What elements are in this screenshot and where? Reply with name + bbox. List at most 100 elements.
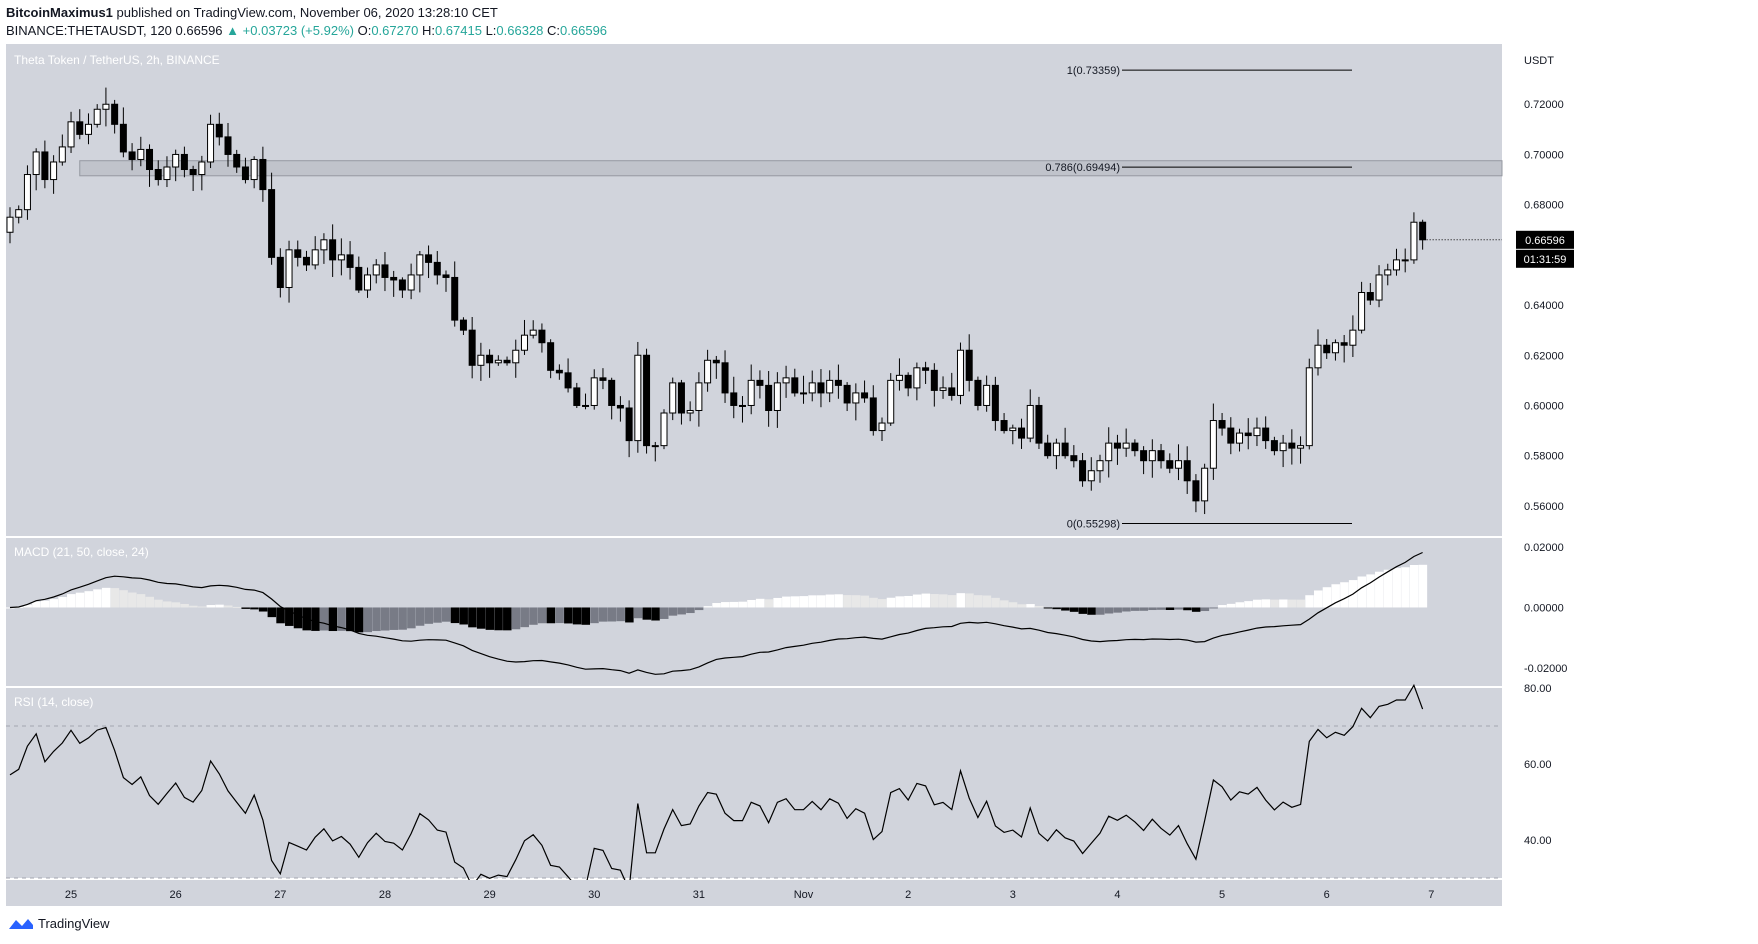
- candle-body[interactable]: [1148, 450, 1156, 462]
- candle-body[interactable]: [459, 319, 467, 331]
- candle-body[interactable]: [800, 392, 808, 395]
- candle-body[interactable]: [180, 153, 188, 171]
- candle-body[interactable]: [730, 392, 738, 406]
- candle-body[interactable]: [119, 123, 127, 153]
- candle-body[interactable]: [1157, 450, 1165, 462]
- candle-body[interactable]: [956, 349, 964, 396]
- candle-body[interactable]: [1227, 427, 1235, 444]
- candle-body[interactable]: [294, 249, 302, 258]
- candle-body[interactable]: [451, 276, 459, 321]
- candle-body[interactable]: [207, 123, 215, 163]
- candle-body[interactable]: [808, 382, 816, 394]
- candle-body[interactable]: [555, 369, 563, 374]
- candle-body[interactable]: [721, 362, 729, 394]
- candle-body[interactable]: [1331, 342, 1339, 354]
- candle-body[interactable]: [1052, 442, 1060, 457]
- candle-body[interactable]: [887, 379, 895, 424]
- candle-body[interactable]: [381, 264, 389, 278]
- candle-body[interactable]: [834, 379, 842, 386]
- candle-body[interactable]: [1375, 274, 1383, 301]
- candle-body[interactable]: [895, 374, 903, 381]
- candle-body[interactable]: [782, 377, 790, 384]
- candle-body[interactable]: [137, 148, 145, 160]
- candle-body[interactable]: [1401, 259, 1409, 262]
- candle-body[interactable]: [76, 121, 84, 135]
- candle-body[interactable]: [608, 379, 616, 406]
- candle-body[interactable]: [494, 359, 502, 364]
- candle-body[interactable]: [1340, 342, 1348, 346]
- candle-body[interactable]: [1349, 329, 1357, 346]
- candle-body[interactable]: [669, 382, 677, 414]
- candle-body[interactable]: [1000, 420, 1008, 432]
- symbol-label[interactable]: BINANCE:THETAUSDT, 120: [6, 23, 172, 38]
- candle-body[interactable]: [102, 103, 110, 110]
- candle-body[interactable]: [233, 153, 241, 168]
- candle-body[interactable]: [1113, 442, 1121, 449]
- candle-body[interactable]: [1410, 221, 1418, 261]
- candle-body[interactable]: [1358, 292, 1366, 331]
- candle-body[interactable]: [861, 392, 869, 399]
- candle-body[interactable]: [677, 382, 685, 414]
- candle-body[interactable]: [983, 384, 991, 406]
- candle-body[interactable]: [1140, 450, 1148, 462]
- candle-body[interactable]: [529, 329, 537, 336]
- candle-body[interactable]: [128, 151, 136, 160]
- candle-body[interactable]: [198, 161, 206, 176]
- candle-body[interactable]: [965, 349, 973, 381]
- candle-body[interactable]: [486, 354, 494, 364]
- candle-body[interactable]: [50, 161, 58, 181]
- candle-body[interactable]: [651, 445, 659, 448]
- rsi-panel[interactable]: RSI (14, close) 80.00 60.00 40.00: [6, 683, 1552, 892]
- candle-body[interactable]: [442, 274, 450, 278]
- candle-body[interactable]: [1183, 460, 1191, 482]
- candle-body[interactable]: [1253, 427, 1261, 437]
- candle-body[interactable]: [948, 387, 956, 396]
- author-name[interactable]: BitcoinMaximus1: [6, 5, 113, 20]
- candle-body[interactable]: [1201, 467, 1209, 502]
- candle-body[interactable]: [695, 382, 703, 411]
- candle-body[interactable]: [1079, 460, 1087, 482]
- candle-body[interactable]: [791, 377, 799, 394]
- candle-body[interactable]: [1174, 460, 1182, 469]
- candle-body[interactable]: [573, 387, 581, 406]
- macd-panel[interactable]: MACD (21, 50, close, 24) 0.02000 0.00000 -0…: [6, 538, 1567, 686]
- candle-body[interactable]: [1087, 470, 1095, 482]
- candle-body[interactable]: [625, 407, 633, 442]
- candle-body[interactable]: [355, 266, 363, 291]
- candle-body[interactable]: [84, 123, 92, 135]
- candle-body[interactable]: [346, 254, 354, 268]
- macd-line[interactable]: [9, 551, 1423, 675]
- candle-body[interactable]: [826, 379, 834, 394]
- candle-body[interactable]: [146, 148, 154, 171]
- candle-body[interactable]: [1236, 432, 1244, 444]
- candle-body[interactable]: [1166, 460, 1174, 469]
- candle-body[interactable]: [817, 382, 825, 394]
- candle-body[interactable]: [547, 342, 555, 371]
- candle-body[interactable]: [1323, 344, 1331, 354]
- candle-body[interactable]: [1288, 442, 1296, 449]
- candle-body[interactable]: [337, 254, 345, 261]
- candle-body[interactable]: [241, 166, 249, 181]
- candle-body[interactable]: [320, 239, 328, 251]
- rsi-line[interactable]: [9, 683, 1424, 892]
- candle-body[interactable]: [1314, 344, 1322, 369]
- candle-body[interactable]: [1366, 292, 1374, 301]
- candle-body[interactable]: [6, 216, 14, 233]
- candle-body[interactable]: [1279, 442, 1287, 452]
- candle-body[interactable]: [390, 276, 398, 281]
- candle-body[interactable]: [407, 274, 415, 291]
- candle-body[interactable]: [268, 189, 276, 258]
- candle-body[interactable]: [1419, 221, 1427, 241]
- candle-body[interactable]: [41, 151, 49, 181]
- candle-body[interactable]: [1262, 427, 1270, 442]
- candle-body[interactable]: [111, 103, 119, 125]
- candle-body[interactable]: [599, 377, 607, 381]
- resistance-zone[interactable]: [79, 160, 1503, 177]
- candle-body[interactable]: [259, 158, 267, 191]
- candle-body[interactable]: [398, 279, 406, 291]
- candle-body[interactable]: [32, 151, 40, 176]
- candle-body[interactable]: [582, 404, 590, 407]
- candle-body[interactable]: [904, 374, 912, 389]
- candle-body[interactable]: [634, 354, 642, 442]
